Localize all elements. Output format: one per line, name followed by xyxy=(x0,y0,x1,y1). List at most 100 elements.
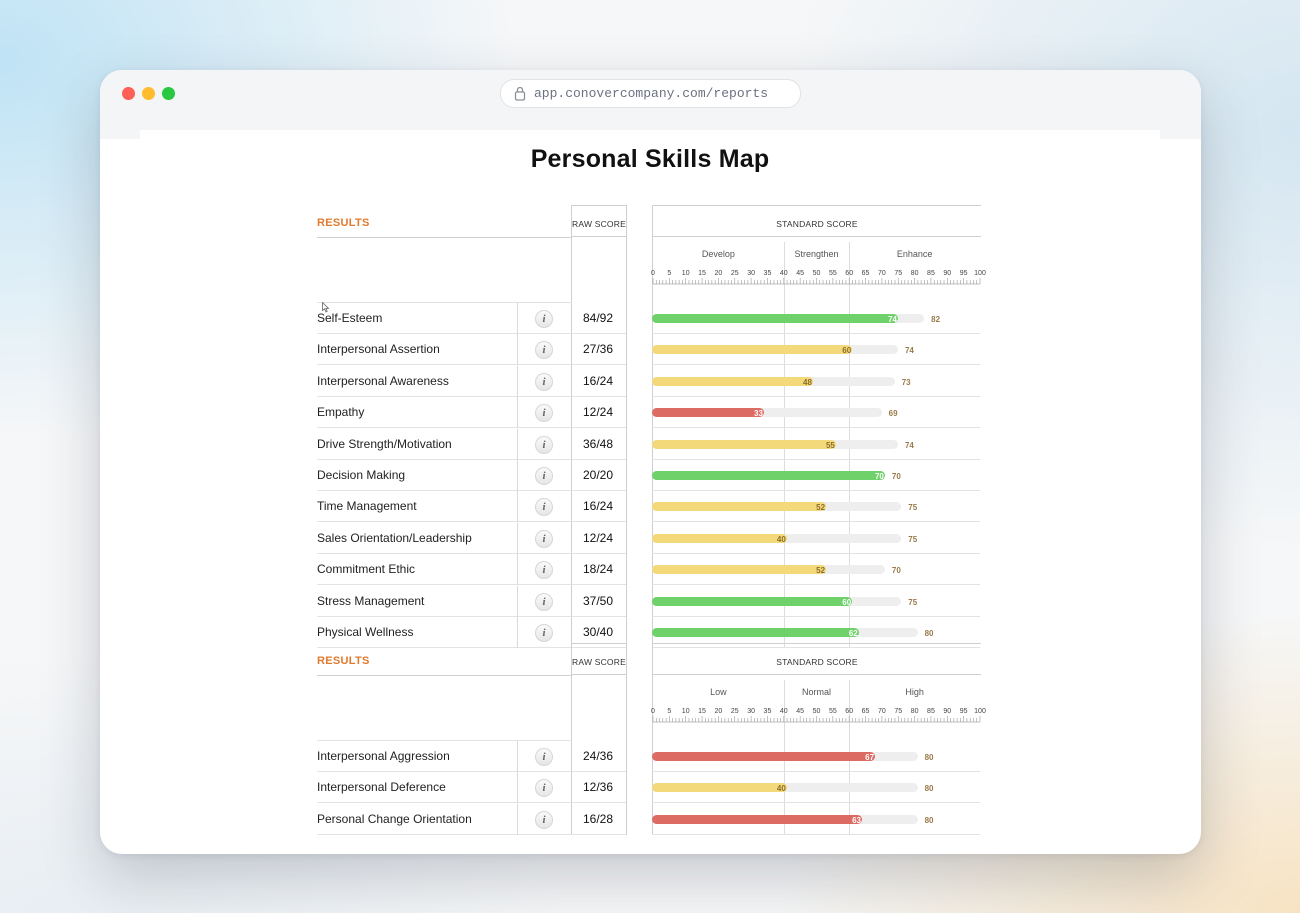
row-divider xyxy=(571,458,626,460)
score-axis: 0 5 10 15 20 25 30 35 40 45 50 55 60 65 70 75 80 85 90 95 10… xyxy=(651,708,986,723)
maximize-window-button[interactable] xyxy=(162,87,175,100)
score-bar xyxy=(652,752,876,761)
score-value: 55 xyxy=(825,440,835,450)
row-divider xyxy=(317,490,517,491)
raw-score: 20/20 xyxy=(582,468,614,482)
row-divider xyxy=(317,771,517,772)
row-divider xyxy=(317,552,517,554)
info-icon[interactable]: i xyxy=(535,592,553,611)
score-value: 63 xyxy=(852,815,861,825)
info-icon[interactable]: i xyxy=(535,435,553,454)
axis-tick-label: 20 xyxy=(715,270,723,277)
info-cell: i xyxy=(517,460,571,491)
info-icon[interactable]: i xyxy=(535,467,553,485)
axis-tick-label: 20 xyxy=(715,708,723,715)
axis-tick-label: 5 xyxy=(667,708,671,715)
info-icon[interactable]: i xyxy=(535,498,553,517)
info-cell: i xyxy=(517,491,571,523)
skill-row: Interpersonal Aggression i 24/36 67 80 xyxy=(317,741,980,772)
raw-score: 12/24 xyxy=(582,405,614,420)
row-divider xyxy=(571,364,626,366)
raw-score: 12/36 xyxy=(582,780,614,795)
score-bar xyxy=(652,596,853,606)
row-divider xyxy=(317,427,517,429)
info-icon[interactable]: i xyxy=(535,341,553,360)
raw-score: 84/92 xyxy=(582,311,614,325)
info-icon[interactable]: i xyxy=(535,624,553,642)
score-value: 70 xyxy=(874,472,884,481)
results-header: RESULTS xyxy=(317,643,572,676)
row-divider xyxy=(571,395,626,397)
axis-tick-label: 65 xyxy=(862,708,870,715)
info-icon[interactable]: i xyxy=(535,404,553,423)
report-page: Personal Skills Map RESULTS RAW SCORE STAN… xyxy=(140,130,1160,854)
axis-tick-label: 100 xyxy=(974,708,986,715)
row-divider xyxy=(517,333,571,334)
minimize-window-button[interactable] xyxy=(142,87,155,100)
info-cell: i xyxy=(517,803,571,835)
info-icon[interactable]: i xyxy=(535,810,553,829)
skill-row: Self-Esteem i 84/92 74 82 xyxy=(317,303,980,334)
score-value: 40 xyxy=(776,534,786,544)
target-value: 69 xyxy=(888,409,898,419)
axis-tick-label: 40 xyxy=(780,708,788,715)
zone-label: Low xyxy=(710,687,727,697)
row-divider xyxy=(317,521,517,523)
target-track xyxy=(652,408,882,418)
row-divider xyxy=(517,647,571,648)
axis-tick-label: 75 xyxy=(894,270,902,277)
skill-label: Physical Wellness xyxy=(317,625,414,639)
row-divider xyxy=(517,490,571,491)
skill-label: Empathy xyxy=(317,405,365,420)
address-bar[interactable]: app.conovercompany.com/reports xyxy=(500,79,801,108)
row-divider xyxy=(317,395,517,397)
axis-tick-label: 0 xyxy=(651,270,655,277)
info-icon[interactable]: i xyxy=(535,779,553,798)
info-icon[interactable]: i xyxy=(535,748,553,766)
score-value: 60 xyxy=(842,346,852,356)
skill-label: Interpersonal Aggression xyxy=(317,749,450,763)
score-value: 67 xyxy=(865,753,875,762)
info-icon[interactable]: i xyxy=(535,529,553,548)
axis-tick-label: 45 xyxy=(796,270,804,277)
lock-icon xyxy=(514,86,526,101)
axis-tick-label: 10 xyxy=(682,270,690,277)
close-window-button[interactable] xyxy=(122,87,135,100)
raw-score-header: RAW SCORE xyxy=(572,205,626,237)
row-divider xyxy=(517,458,571,460)
row-divider xyxy=(571,771,626,772)
axis-tick-label: 65 xyxy=(862,270,870,277)
skill-row: Empathy i 12/24 33 69 xyxy=(317,397,980,429)
row-divider xyxy=(652,427,980,429)
row-divider xyxy=(517,584,571,586)
row-divider xyxy=(571,427,626,429)
score-bar xyxy=(652,565,827,575)
score-axis: 0 5 10 15 20 25 30 35 40 45 50 55 60 65 70 75 80 85 90 95 10… xyxy=(651,270,986,285)
skill-label: Interpersonal Awareness xyxy=(317,373,449,388)
row-divider xyxy=(317,615,517,617)
info-icon[interactable]: i xyxy=(535,372,553,391)
standard-score-panel: STANDARD SCORE Low Normal High 0 5 10 15 20 25 30 3… xyxy=(651,643,986,836)
score-value: 62 xyxy=(848,629,858,638)
axis-tick-label: 40 xyxy=(780,270,788,277)
info-cell: i xyxy=(517,772,571,804)
target-value: 80 xyxy=(924,629,934,638)
score-bar xyxy=(652,783,787,793)
info-icon[interactable]: i xyxy=(535,310,553,328)
row-divider xyxy=(517,552,571,554)
row-divider xyxy=(317,584,517,586)
skill-row: Physical Wellness i 30/40 62 80 xyxy=(317,617,980,648)
info-icon[interactable]: i xyxy=(535,561,553,580)
score-bar xyxy=(652,533,787,543)
axis-tick-label: 75 xyxy=(894,708,902,715)
raw-score: 16/28 xyxy=(582,811,614,826)
row-divider xyxy=(652,490,980,491)
target-value: 70 xyxy=(891,566,901,576)
skill-row: Interpersonal Assertion i 27/36 60 74 xyxy=(317,334,980,366)
row-divider xyxy=(517,615,571,617)
info-cell: i xyxy=(517,303,571,334)
skill-row: Drive Strength/Motivation i 36/48 55 74 xyxy=(317,428,980,460)
zone-label: Enhance xyxy=(896,249,933,259)
raw-score: 27/36 xyxy=(582,342,614,357)
row-divider xyxy=(652,552,980,554)
